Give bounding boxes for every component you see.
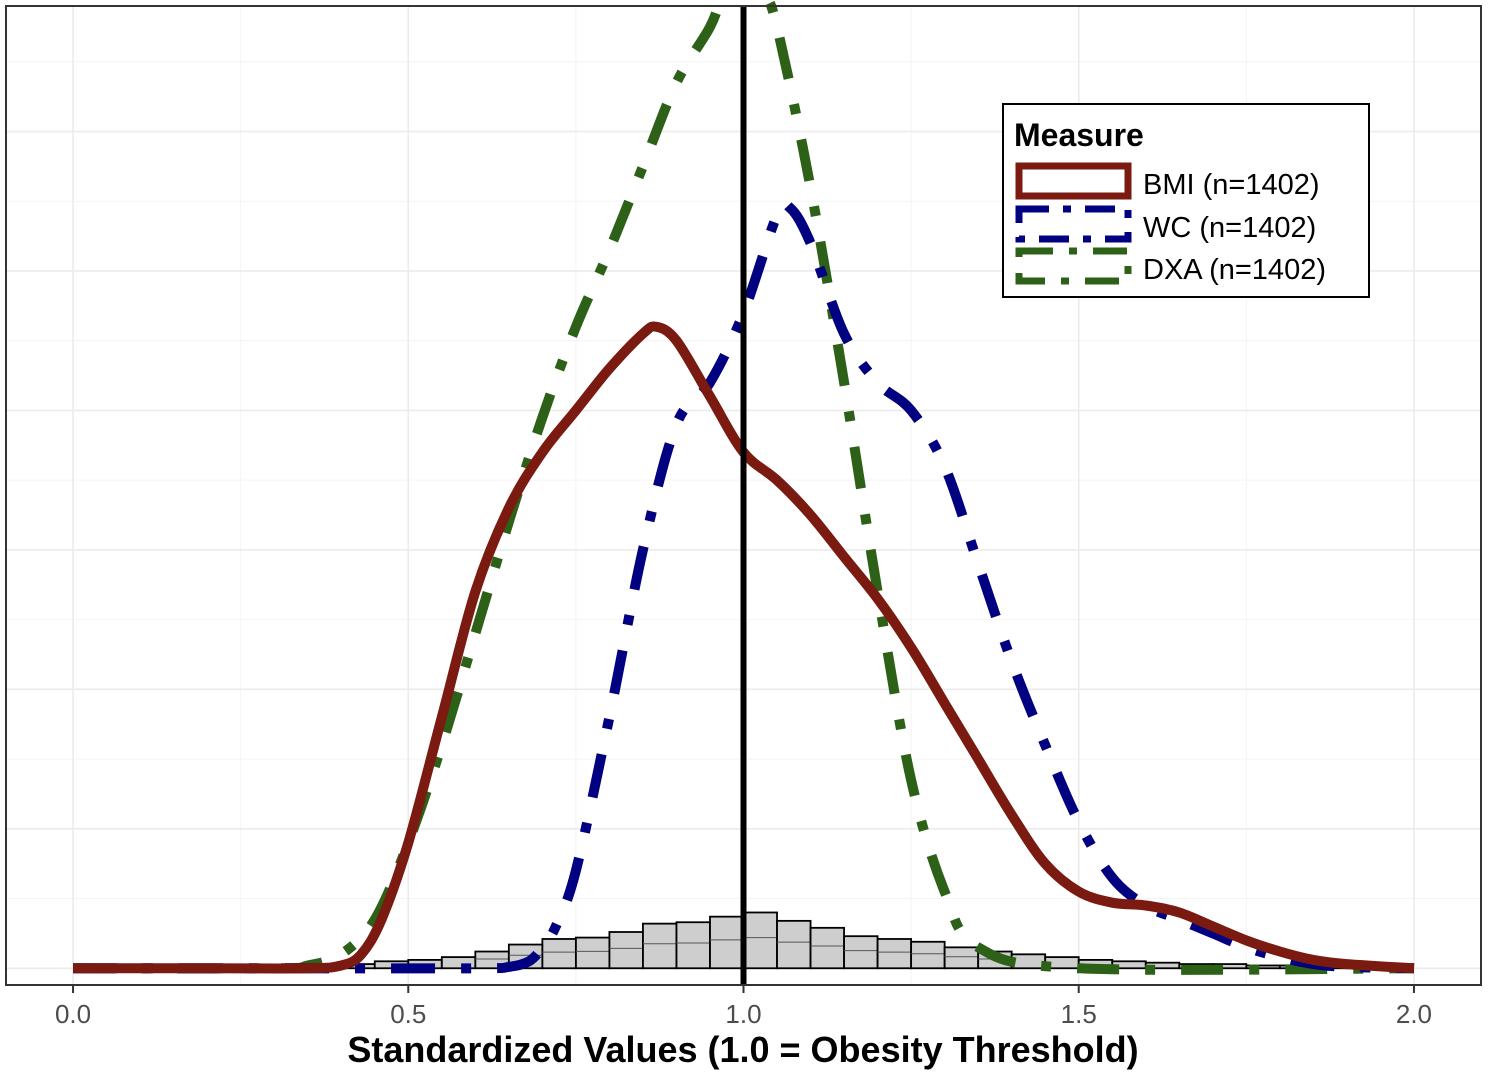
histogram-bar: [541, 938, 577, 970]
x-tick-label: 1.5: [1061, 999, 1097, 1029]
legend-label-dxa: DXA (n=1402): [1143, 254, 1326, 286]
histogram-bar: [1010, 953, 1047, 970]
histogram-bar: [910, 940, 946, 970]
legend-key-wc: [1015, 205, 1132, 243]
legend-title: Measure: [1014, 117, 1144, 153]
histogram-bar: [742, 911, 778, 970]
histogram-bar: [809, 926, 845, 970]
legend-key-dxa: [1015, 247, 1132, 285]
density-curve-wc: [73, 198, 1415, 974]
histogram-bar: [574, 936, 611, 970]
histogram-bar: [608, 931, 644, 970]
legend-label-wc: WC (n=1402): [1143, 212, 1316, 244]
x-tick-label: 0.0: [55, 999, 91, 1029]
x-axis-title: Standardized Values (1.0 = Obesity Thres…: [347, 1029, 1138, 1070]
x-tick-label: 0.5: [390, 999, 426, 1029]
histogram-bar: [843, 935, 879, 970]
legend-key-bmi: [1015, 162, 1132, 200]
histogram-bar: [776, 919, 812, 970]
density-curve-dxa: [72, 0, 1415, 975]
histogram-bar: [943, 946, 980, 970]
legend-label-bmi: BMI (n=1402): [1143, 169, 1320, 201]
x-axis-ticks: 0.0 0.5 1.0 1.5 2.0: [55, 985, 1432, 1029]
histogram-bar: [709, 915, 745, 970]
x-tick-label: 2.0: [1396, 999, 1432, 1029]
x-tick-label: 1.0: [725, 999, 761, 1029]
legend: Measure BMI (n=1402) WC (n=1402) DXA (n=…: [1002, 103, 1370, 298]
histogram-bar: [876, 938, 913, 970]
histogram-bar: [675, 921, 711, 970]
histogram-bar: [642, 922, 678, 970]
